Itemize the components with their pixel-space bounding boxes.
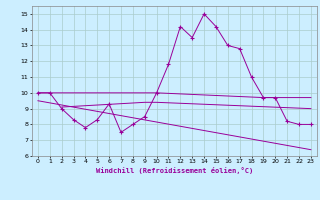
X-axis label: Windchill (Refroidissement éolien,°C): Windchill (Refroidissement éolien,°C) (96, 167, 253, 174)
